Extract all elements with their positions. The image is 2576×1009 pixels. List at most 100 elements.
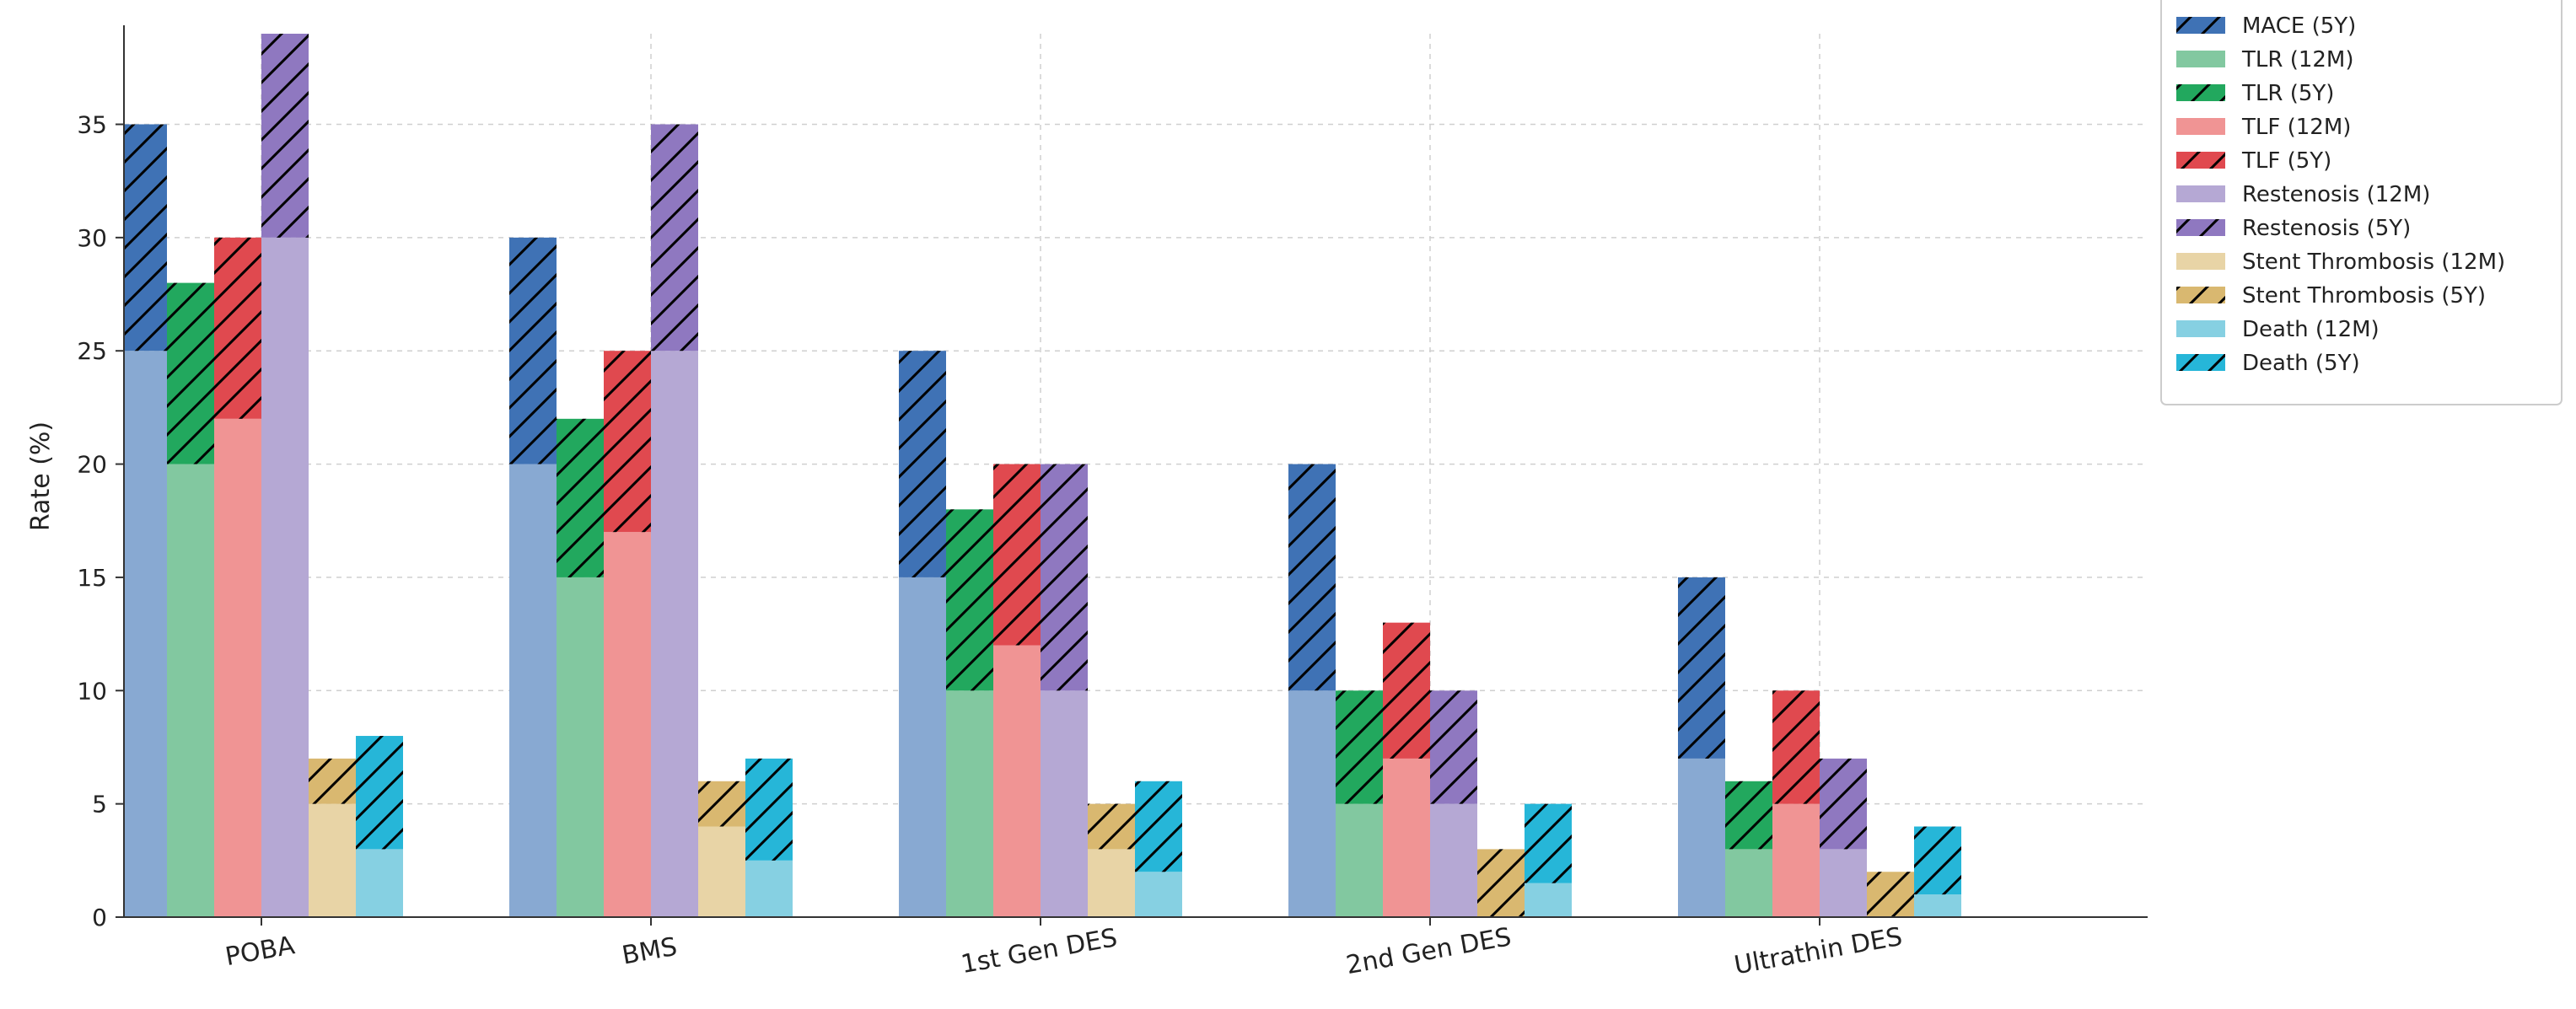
x-tick-label: Ultrathin DES: [1732, 922, 1905, 980]
legend: MACE (5Y) TLR (12M) TLR (5Y) TLF (12M) TLF (…: [2160, 0, 2563, 405]
x-tick-label: 2nd Gen DES: [1344, 922, 1514, 980]
bar-5y-hatch: [946, 509, 993, 691]
bar-12m: [1430, 803, 1477, 917]
legend-label: Stent Thrombosis (12M): [2242, 250, 2505, 275]
bars: [124, 34, 1961, 917]
legend-label: Stent Thrombosis (5Y): [2242, 283, 2486, 309]
bar-12m: [1914, 894, 1961, 917]
bar-12m: [167, 464, 214, 917]
bar-5y-hatch: [557, 418, 604, 577]
bar-12m: [946, 690, 993, 917]
bar-5y-hatch: [1477, 849, 1525, 917]
y-axis-title: Rate (%): [26, 421, 56, 531]
legend-swatch: [2176, 320, 2225, 337]
y-tick-label: 15: [77, 564, 107, 592]
y-tick-label: 20: [77, 451, 107, 479]
legend-swatch-hatch: [2176, 17, 2225, 34]
bar-5y-hatch: [1135, 781, 1182, 872]
bar-5y-hatch: [214, 237, 261, 419]
bar-12m: [1336, 803, 1383, 917]
bar-5y-hatch: [1914, 826, 1961, 895]
legend-label: TLF (12M): [2241, 115, 2351, 140]
y-tick-label: 30: [77, 224, 107, 252]
bar-12m: [1383, 758, 1430, 917]
y-tick-label: 35: [77, 110, 107, 138]
axes: [123, 25, 2148, 918]
legend-label: MACE (5Y): [2242, 13, 2356, 39]
bar-5y-hatch: [1725, 781, 1772, 850]
bar-12m: [124, 351, 167, 917]
bar-12m: [604, 532, 651, 917]
bar-5y-hatch: [745, 758, 793, 861]
bar-12m: [1135, 872, 1182, 917]
bar-5y-hatch: [1288, 464, 1336, 691]
bar-12m: [356, 849, 403, 917]
bar-5y-hatch: [899, 351, 946, 577]
bar-5y-hatch: [356, 736, 403, 850]
legend-label: Death (5Y): [2242, 351, 2360, 376]
legend-label: TLR (12M): [2241, 47, 2354, 72]
x-tick-label: POBA: [223, 931, 298, 972]
legend-swatch: [2176, 185, 2225, 202]
bar-12m: [509, 464, 557, 917]
bar-5y-hatch: [124, 124, 167, 352]
x-tick-label: 1st Gen DES: [959, 923, 1120, 979]
legend-swatch-hatch: [2176, 152, 2225, 169]
legend-label: Restenosis (12M): [2242, 182, 2430, 207]
bar-12m: [651, 351, 698, 917]
bar-5y-hatch: [1678, 577, 1725, 759]
bar-5y-hatch: [1041, 464, 1088, 691]
x-tick-label: BMS: [620, 932, 680, 971]
legend-swatch-hatch: [2176, 84, 2225, 101]
y-tick-label: 0: [92, 904, 107, 931]
bar-5y-hatch: [1772, 690, 1820, 804]
bar-5y-hatch: [1430, 690, 1477, 804]
bar-12m: [309, 803, 356, 917]
bar-12m: [1725, 849, 1772, 917]
bar-5y-hatch: [167, 282, 214, 464]
bar-5y-hatch: [1525, 803, 1572, 883]
bar-5y-hatch: [993, 464, 1041, 646]
bar-12m: [1678, 758, 1725, 917]
bar-12m: [557, 577, 604, 917]
bar-12m: [1041, 690, 1088, 917]
legend-swatch: [2176, 253, 2225, 270]
bar-12m: [1088, 849, 1135, 917]
bar-12m: [1288, 690, 1336, 917]
bar-12m: [1772, 803, 1820, 917]
y-tick-label: 10: [77, 677, 107, 705]
legend-swatch-hatch: [2176, 354, 2225, 371]
legend-swatch-hatch: [2176, 219, 2225, 236]
bar-12m: [993, 645, 1041, 917]
bar-5y-hatch: [651, 124, 698, 352]
gridlines: [124, 34, 2148, 917]
bar-5y-hatch: [1383, 622, 1430, 759]
bar-5y-hatch: [509, 237, 557, 464]
legend-label: Restenosis (5Y): [2242, 216, 2411, 241]
y-tick-label: 5: [92, 791, 107, 818]
legend-label: TLR (5Y): [2241, 81, 2334, 106]
legend-swatch-hatch: [2176, 287, 2225, 303]
bar-5y-hatch: [1867, 872, 1914, 917]
bar-5y-hatch: [1820, 758, 1867, 850]
bar-12m: [261, 237, 309, 917]
bar-5y-hatch: [1088, 803, 1135, 850]
bar-5y-hatch: [261, 34, 309, 238]
y-tick-label: 25: [77, 337, 107, 365]
legend-swatch: [2176, 118, 2225, 135]
bar-5y-hatch: [604, 351, 651, 533]
bar-12m: [214, 418, 261, 917]
legend-swatch: [2176, 51, 2225, 67]
bar-12m: [1525, 883, 1572, 917]
bar-12m: [1820, 849, 1867, 917]
legend-label: TLF (5Y): [2241, 148, 2331, 174]
bar-5y-hatch: [309, 758, 356, 804]
bar-12m: [698, 826, 745, 917]
legend-box: [2160, 0, 2563, 405]
bar-5y-hatch: [1336, 690, 1383, 804]
bar-12m: [745, 860, 793, 917]
bar-12m: [899, 577, 946, 917]
legend-label: Death (12M): [2242, 317, 2380, 342]
bar-5y-hatch: [698, 781, 745, 827]
